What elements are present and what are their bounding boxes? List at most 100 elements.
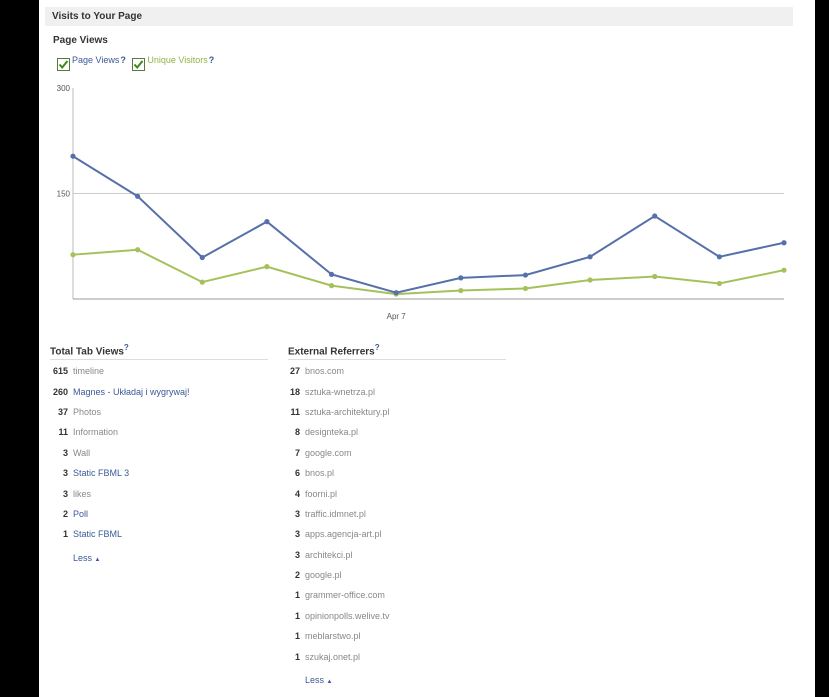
- page-views-point: [199, 254, 205, 261]
- row-label: google.com: [305, 447, 352, 458]
- insights-panel: Visits to Your Page Page Views Page View…: [39, 0, 815, 697]
- row-count: 3: [62, 468, 68, 479]
- section-header-title: Visits to Your Page: [52, 11, 143, 22]
- referrers-help-icon[interactable]: ?: [374, 343, 380, 352]
- tab-views-divider: [50, 359, 268, 360]
- referrer-row: 3 traffic.idmnet.pl: [288, 504, 390, 524]
- referrer-row: 1 opinionpolls.welive.tv: [288, 606, 390, 626]
- row-label: Photos: [73, 406, 102, 417]
- referrers-less-link[interactable]: Less ▲: [305, 675, 332, 685]
- legend-unique-visitors-label: Unique Visitors: [147, 55, 208, 65]
- row-count: 2: [294, 570, 300, 581]
- referrer-row: 27 bnos.com: [288, 361, 390, 381]
- tab-view-row: 11 Information: [51, 422, 190, 442]
- row-count: 3: [294, 529, 300, 540]
- unique-visitors-point: [70, 252, 76, 258]
- series-line-page-views: [72, 155, 785, 294]
- tab-view-row: 615 timeline: [51, 361, 190, 381]
- page-views-chart: 300 150 Apr 7: [57, 84, 787, 321]
- row-count: 1: [294, 651, 300, 662]
- unique-visitors-point: [587, 277, 593, 283]
- page-views-help-icon[interactable]: ?: [120, 55, 126, 65]
- unique-visitors-help-icon[interactable]: ?: [208, 55, 215, 65]
- row-count: 7: [294, 447, 300, 458]
- tab-link[interactable]: Magnes - Układaj i wygrywaj!: [73, 386, 190, 397]
- tab-view-row: 2 Poll: [51, 504, 190, 524]
- row-label: likes: [73, 488, 92, 499]
- page-views-point: [781, 240, 787, 246]
- tab-views-list: 615 timeline 260 Magnes - Układaj i wygrywa…: [51, 361, 190, 545]
- row-label: designteka.pl: [305, 427, 359, 438]
- row-count: 3: [62, 447, 68, 458]
- row-count: 11: [290, 406, 300, 417]
- row-count: 1: [294, 590, 300, 601]
- unique-visitors-point: [716, 280, 722, 287]
- row-label: grammer-office.com: [305, 590, 385, 601]
- referrers-title-text: External Referrers: [288, 346, 375, 358]
- tab-view-row: 1 Static FBML: [51, 524, 190, 544]
- referrer-row: 3 apps.agencja-art.pl: [288, 524, 390, 544]
- unique-visitors-point: [458, 287, 464, 294]
- tab-view-row: 260 Magnes - Układaj i wygrywaj!: [51, 381, 190, 401]
- row-count: 1: [294, 631, 300, 642]
- row-count: 4: [294, 488, 300, 499]
- row-count: 3: [62, 488, 68, 499]
- unique-visitors-point: [135, 247, 141, 253]
- chart-legend: Page Views ? Unique Visitors ?: [57, 55, 218, 73]
- legend-unique-visitors[interactable]: Unique Visitors ?: [132, 55, 214, 71]
- unique-visitors-point: [522, 285, 529, 292]
- referrer-row: 4 foorni.pl: [288, 483, 390, 503]
- tab-view-row: 3 likes: [51, 483, 190, 503]
- row-count: 3: [294, 508, 300, 519]
- page-views-checkbox[interactable]: [57, 58, 70, 71]
- row-label: timeline: [73, 366, 105, 377]
- tab-view-row: 37 Photos: [51, 402, 190, 422]
- referrer-row: 7 google.com: [288, 443, 390, 463]
- legend-page-views[interactable]: Page Views ?: [57, 55, 126, 71]
- unique-visitors-checkbox[interactable]: [132, 58, 146, 71]
- unique-visitors-point: [652, 273, 658, 280]
- tab-link[interactable]: Poll: [73, 508, 89, 519]
- section-header: Visits to Your Page: [45, 7, 793, 26]
- tab-views-help-icon[interactable]: ?: [123, 343, 129, 352]
- row-label: Information: [73, 427, 119, 438]
- unique-visitors-point: [781, 267, 787, 273]
- checkmark-icon: [134, 60, 144, 70]
- tab-link[interactable]: Static FBML 3: [73, 468, 130, 479]
- referrer-row: 3 architekci.pl: [288, 545, 390, 565]
- referrer-row: 2 google.pl: [288, 565, 390, 585]
- row-label: bnos.com: [305, 366, 345, 377]
- referrer-row: 11 sztuka-architektury.pl: [288, 402, 390, 422]
- row-count: 2: [62, 508, 68, 519]
- row-count: 3: [294, 549, 300, 560]
- row-count: 260: [52, 386, 68, 397]
- row-label: google.pl: [305, 570, 342, 581]
- page-views-point: [264, 219, 270, 225]
- tab-link[interactable]: Static FBML: [73, 529, 123, 540]
- row-label: sztuka-wnetrza.pl: [305, 386, 376, 397]
- tab-views-title: Total Tab Views?: [50, 343, 129, 357]
- unique-visitors-point: [199, 279, 205, 285]
- page-views-point: [652, 213, 658, 219]
- page-views-point: [135, 193, 141, 199]
- referrers-less-label: Less: [305, 675, 325, 685]
- row-count: 1: [62, 529, 68, 540]
- referrer-row: 1 meblarstwo.pl: [288, 626, 390, 646]
- chevron-up-icon: ▲: [94, 557, 101, 563]
- checkmark-icon: [58, 60, 69, 70]
- row-label: opinionpolls.welive.tv: [305, 610, 390, 621]
- unique-visitors-point: [328, 283, 335, 289]
- page-views-point: [716, 254, 722, 260]
- tab-views-less-link[interactable]: Less ▲: [73, 553, 100, 563]
- tab-view-row: 3 Wall: [51, 443, 190, 463]
- x-tick-label: Apr 7: [387, 312, 407, 321]
- page-views-point: [522, 272, 529, 278]
- referrer-row: 6 bnos.pl: [288, 463, 390, 483]
- referrers-list: 27 bnos.com 18 sztuka-wnetrza.pl 11 sztuka-ar…: [288, 361, 390, 667]
- row-label: bnos.pl: [305, 468, 335, 479]
- referrer-row: 1 szukaj.onet.pl: [288, 646, 390, 666]
- page-views-point: [587, 254, 593, 260]
- y-tick-label: 150: [57, 190, 71, 199]
- page-views-point: [328, 271, 335, 277]
- row-label: sztuka-architektury.pl: [305, 406, 390, 417]
